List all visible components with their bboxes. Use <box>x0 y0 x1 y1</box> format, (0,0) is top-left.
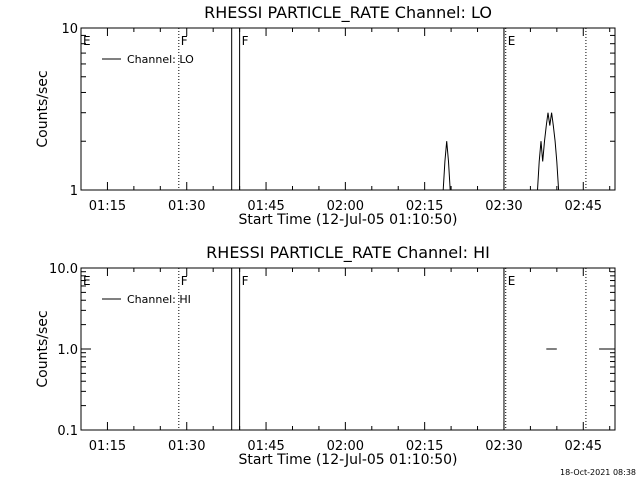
y-tick-label: 10 <box>61 22 78 37</box>
x-tick-label: 02:15 <box>406 439 443 454</box>
plot-timestamp: 18-Oct-2021 08:38 <box>560 468 636 477</box>
legend-label: Channel: LO <box>127 53 194 66</box>
event-marker-label: E <box>508 274 516 288</box>
chart-title: RHESSI PARTICLE_RATE Channel: LO <box>204 3 492 23</box>
legend-label: Channel: HI <box>127 293 191 306</box>
event-marker-label: F <box>242 34 249 48</box>
x-tick-label: 01:30 <box>168 199 205 214</box>
series-line <box>537 112 561 191</box>
x-tick-label: 02:00 <box>327 199 364 214</box>
event-marker-label: F <box>242 274 249 288</box>
y-axis-label: Counts/sec <box>35 70 51 147</box>
chart-title: RHESSI PARTICLE_RATE Channel: HI <box>206 243 490 263</box>
y-axis-label: Counts/sec <box>35 310 51 387</box>
chart-panel-0: RHESSI PARTICLE_RATE Channel: LO 01:15 01:… <box>35 3 616 228</box>
x-tick-label: 01:45 <box>247 439 284 454</box>
x-tick-label: 02:00 <box>327 439 364 454</box>
event-marker-label: F <box>181 34 188 48</box>
x-tick-label: 02:45 <box>565 199 602 214</box>
x-tick-label: 02:45 <box>565 439 602 454</box>
y-tick-label: 1.0 <box>57 343 78 358</box>
y-tick-label: 0.1 <box>57 424 78 439</box>
x-tick-label: 02:15 <box>406 199 443 214</box>
x-tick-label: 01:45 <box>247 199 284 214</box>
x-axis-label: Start Time (12-Jul-05 01:10:50) <box>238 452 457 468</box>
x-tick-label: 01:15 <box>89 439 126 454</box>
event-marker-label: E <box>83 34 91 48</box>
event-marker-label: F <box>181 274 188 288</box>
x-tick-label: 02:30 <box>485 439 522 454</box>
y-tick-label: 1 <box>70 184 78 199</box>
series-line <box>442 141 451 191</box>
x-tick-label: 02:30 <box>485 199 522 214</box>
chart-panel-1: RHESSI PARTICLE_RATE Channel: HI 01:15 01:… <box>35 243 616 468</box>
event-marker-label: E <box>83 274 91 288</box>
event-marker-label: E <box>508 34 516 48</box>
x-axis-label: Start Time (12-Jul-05 01:10:50) <box>238 212 457 228</box>
x-tick-label: 01:30 <box>168 439 205 454</box>
plot-frame <box>80 27 616 191</box>
y-tick-label: 10.0 <box>49 262 78 277</box>
x-tick-label: 01:15 <box>89 199 126 214</box>
